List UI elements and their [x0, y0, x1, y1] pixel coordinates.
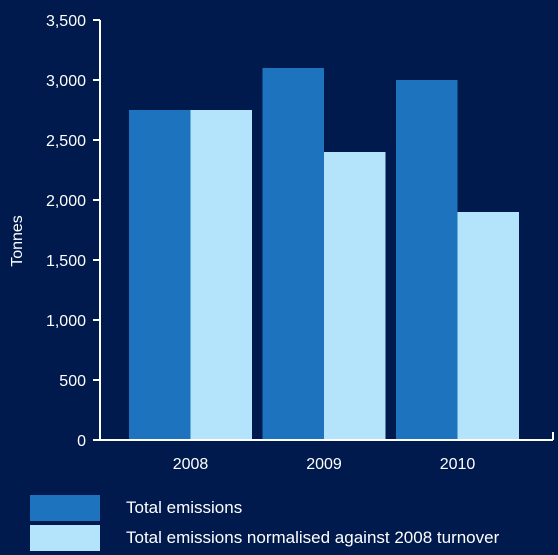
bar-total-emissions-2008	[129, 110, 191, 440]
axes-group	[99, 20, 553, 441]
bar-normalised-emissions-2009	[324, 152, 386, 440]
x-tick-label: 2008	[173, 456, 209, 473]
y-tick-label: 2,000	[46, 193, 86, 210]
bars-group	[129, 68, 519, 440]
bar-normalised-emissions-2008	[190, 110, 252, 440]
x-tick-label: 2009	[306, 456, 342, 473]
y-tick-label: 3,000	[46, 73, 86, 90]
y-tick-label: 1,000	[46, 313, 86, 330]
y-tick-label: 500	[59, 373, 86, 390]
bar-normalised-emissions-2010	[457, 212, 519, 440]
y-tick-label: 2,500	[46, 133, 86, 150]
x-ticks-group: 2008 2009 2010	[173, 432, 554, 473]
y-ticks-group: 0 500 1,000 1,500 2,000 2,500 3,000 3,500	[46, 13, 100, 450]
legend-swatch-normalised-emissions	[30, 525, 100, 551]
x-tick-label: 2010	[440, 456, 476, 473]
legend-label-total-emissions: Total emissions	[126, 498, 243, 517]
y-tick-label: 3,500	[46, 13, 86, 30]
bar-total-emissions-2009	[262, 68, 324, 440]
bar-total-emissions-2010	[396, 80, 458, 440]
y-tick-label: 1,500	[46, 253, 86, 270]
y-axis-title: Tonnes	[9, 215, 26, 267]
legend-label-normalised-emissions: Total emissions normalised against 2008 …	[126, 528, 500, 547]
legend-swatch-total-emissions	[30, 495, 100, 521]
y-tick-label: 0	[77, 433, 86, 450]
